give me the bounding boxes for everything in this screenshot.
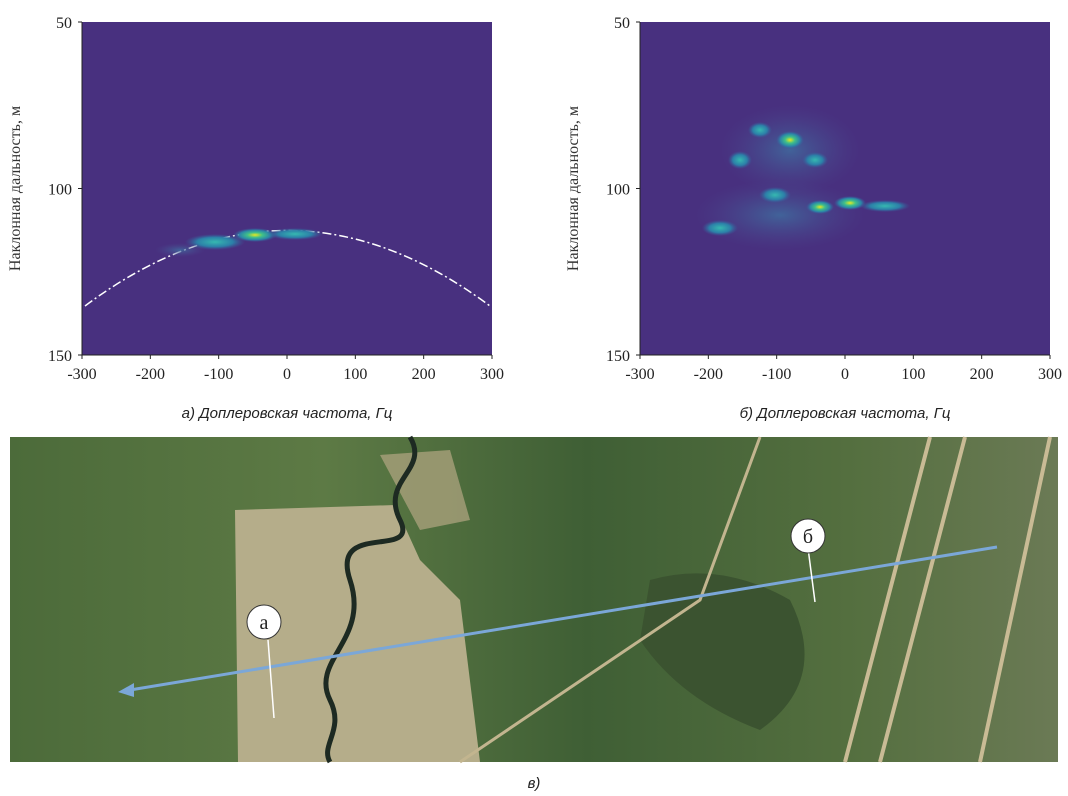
y-tick-label: 100 [606, 182, 630, 199]
y-tick-label: 150 [606, 348, 630, 365]
x-tick-label: -300 [67, 366, 96, 383]
y-tick-label: 50 [56, 15, 72, 32]
spot [702, 220, 738, 236]
map-caption: в) [528, 775, 541, 792]
y-axis-label: Наклонная дальность, м [565, 106, 582, 271]
y-axis-label: Наклонная дальность, м [7, 106, 24, 271]
x-axis-label: б) Доплеровская частота, Гц [740, 405, 951, 422]
x-tick-label: -100 [762, 366, 791, 383]
x-tick-label: 300 [1038, 366, 1062, 383]
x-tick-label: 100 [901, 366, 925, 383]
x-tick-label: 200 [970, 366, 994, 383]
x-tick-label: 100 [343, 366, 367, 383]
spot [728, 151, 752, 169]
heatmap-background [640, 22, 1050, 355]
spot [806, 200, 834, 214]
spot [776, 131, 804, 149]
y-tick-label: 50 [614, 15, 630, 32]
x-tick-label: 0 [841, 366, 849, 383]
page: {"chart_data": [ {"type": "heatmap", "xl… [0, 0, 1068, 796]
plots: -300 -200 -100 0 100 200 300 50 100 150 Наклонная … [7, 15, 1062, 422]
heatmap-background [82, 22, 492, 355]
x-tick-label: 200 [412, 366, 436, 383]
spot [748, 122, 772, 138]
y-tick-label: 100 [48, 182, 72, 199]
y-tick-label: 150 [48, 348, 72, 365]
x-tick-label: -100 [204, 366, 233, 383]
x-tick-label: -200 [136, 366, 165, 383]
x-tick-label: -300 [625, 366, 654, 383]
x-tick-label: 0 [283, 366, 291, 383]
x-axis-label: а) Доплеровская частота, Гц [182, 405, 393, 422]
spot [267, 228, 323, 240]
figure: -300 -200 -100 0 100 200 300 50 100 150 Наклонная … [0, 0, 1068, 796]
satellite-map: а б [10, 437, 1058, 762]
x-tick-label: 300 [480, 366, 504, 383]
marker-label: б [803, 526, 813, 548]
spot [759, 187, 791, 203]
spot [802, 152, 828, 168]
spot [155, 243, 205, 257]
x-tick-label: -200 [694, 366, 723, 383]
spot [860, 200, 910, 212]
marker-label: а [260, 612, 269, 634]
spot [834, 196, 866, 210]
